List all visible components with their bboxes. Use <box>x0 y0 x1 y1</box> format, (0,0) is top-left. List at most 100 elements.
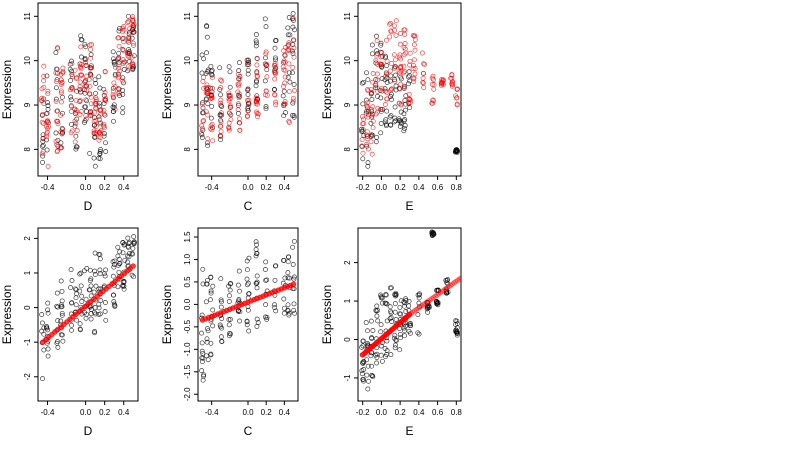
data-point <box>236 95 242 101</box>
data-point <box>389 97 395 103</box>
data-point <box>125 53 131 59</box>
data-point <box>388 87 394 93</box>
data-point <box>39 95 45 101</box>
data-point <box>379 50 385 56</box>
data-point <box>45 126 51 131</box>
data-point <box>201 85 207 91</box>
data-point <box>72 123 78 129</box>
data-point <box>286 89 292 95</box>
data-point <box>286 254 292 260</box>
plot-frame <box>357 2 462 177</box>
data-point <box>204 23 210 29</box>
data-point <box>398 311 404 317</box>
data-point <box>391 23 397 29</box>
data-point <box>112 303 118 309</box>
data-point <box>235 71 241 77</box>
y-tick-label: 8 <box>343 147 352 152</box>
data-point <box>281 58 287 64</box>
fit-point <box>413 306 420 313</box>
data-point <box>218 128 224 134</box>
data-point <box>68 103 74 109</box>
data-point <box>72 106 78 112</box>
data-point <box>415 330 421 336</box>
data-point <box>60 65 66 71</box>
data-point <box>74 128 80 134</box>
plot-frame <box>357 227 462 402</box>
data-point <box>253 247 259 252</box>
data-point <box>73 146 79 152</box>
data-point <box>227 287 233 293</box>
data-point <box>97 256 103 262</box>
data-point <box>237 94 243 100</box>
data-point <box>378 61 384 67</box>
data-point <box>384 338 390 344</box>
data-point <box>254 70 260 76</box>
data-point <box>116 261 122 267</box>
data-point <box>55 45 61 51</box>
data-point <box>199 101 205 107</box>
data-point <box>378 295 384 301</box>
data-point <box>235 89 241 95</box>
data-point <box>290 262 296 267</box>
data-point <box>407 105 413 111</box>
y-tick-label: 11 <box>343 12 352 21</box>
data-point <box>217 322 223 328</box>
data-point <box>291 301 297 307</box>
data-point <box>78 109 84 114</box>
data-point <box>291 45 297 51</box>
y-tick-label: 10 <box>183 56 192 65</box>
data-point <box>218 110 224 116</box>
data-point <box>236 268 242 274</box>
x-tick-label: 0.2 <box>99 408 111 417</box>
y-tick-label: 2 <box>343 260 352 265</box>
y-tick-label: 9 <box>183 102 192 107</box>
data-point <box>131 234 137 240</box>
data-point <box>286 40 292 46</box>
data-point <box>131 22 137 28</box>
data-point <box>272 76 278 82</box>
data-point <box>375 105 381 111</box>
data-point <box>280 93 286 99</box>
fit-point <box>415 305 421 312</box>
data-point <box>368 353 374 359</box>
data-point <box>360 360 366 366</box>
data-point <box>83 116 89 122</box>
data-point <box>285 302 291 308</box>
data-point <box>131 274 137 280</box>
fit-point <box>422 300 428 307</box>
x-tick-label: -0.4 <box>41 408 55 417</box>
data-point <box>438 80 444 86</box>
data-point <box>53 50 59 56</box>
data-point <box>101 107 107 113</box>
data-point <box>54 303 60 309</box>
y-tick-label: -2.0 <box>183 387 192 401</box>
data-point <box>209 67 215 73</box>
data-point <box>286 70 292 76</box>
data-point <box>422 61 428 67</box>
data-point <box>58 145 64 151</box>
data-point <box>77 112 83 117</box>
data-point <box>208 92 214 98</box>
data-point <box>375 89 381 94</box>
data-point <box>378 109 384 114</box>
data-point <box>359 137 365 143</box>
chart-panel-6: -0.2 0.0 0.2 0.4 0.6 0.8 -1 0 1 2 E Expression <box>320 227 462 438</box>
data-point <box>200 350 206 356</box>
y-tick-label: -1 <box>343 374 352 382</box>
data-point <box>417 291 422 297</box>
data-point <box>77 321 83 327</box>
data-point <box>117 25 123 31</box>
data-point <box>272 45 278 51</box>
data-point <box>73 302 79 308</box>
data-point <box>120 57 126 63</box>
data-point <box>253 239 259 245</box>
data-point <box>44 73 50 79</box>
data-point <box>262 267 268 272</box>
data-point <box>379 88 385 94</box>
data-point <box>98 147 104 152</box>
data-point <box>210 307 216 313</box>
data-point <box>69 300 75 306</box>
data-point <box>383 117 389 123</box>
data-point <box>54 340 60 346</box>
data-point <box>89 42 95 48</box>
